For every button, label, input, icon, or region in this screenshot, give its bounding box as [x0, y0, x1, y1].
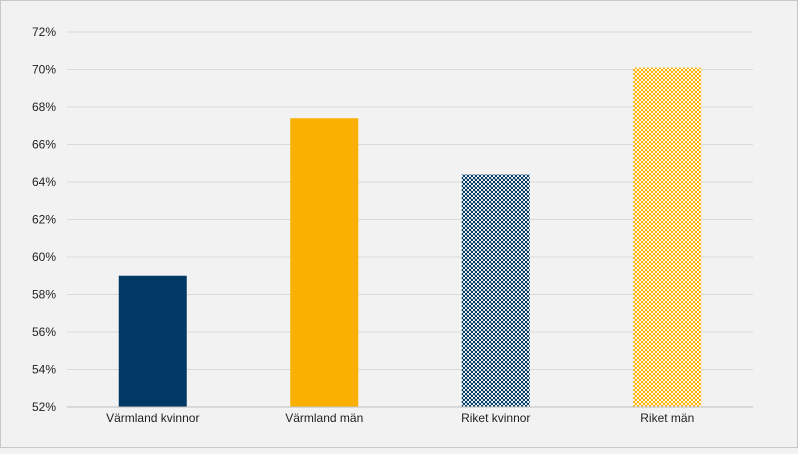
x-tick-label: Värmland män [285, 411, 363, 425]
y-tick-label: 70% [32, 63, 56, 77]
x-tick-label: Värmland kvinnor [106, 411, 199, 425]
bar-0 [118, 275, 187, 407]
y-axis: 52% 54% 56% 58% 60% 62% 64% 66% 68% 70% 72% [32, 25, 56, 414]
x-axis: Värmland kvinnor Värmland män Riket kvinno… [67, 406, 753, 425]
bars [118, 67, 702, 407]
y-tick-label: 54% [32, 363, 56, 377]
y-tick-label: 60% [32, 250, 56, 264]
bar-1 [290, 118, 359, 407]
x-tick-label: Riket kvinnor [461, 411, 530, 425]
y-tick-label: 58% [32, 288, 56, 302]
bar-3 [633, 67, 702, 407]
y-tick-label: 62% [32, 213, 56, 227]
y-tick-label: 64% [32, 175, 56, 189]
y-tick-label: 52% [32, 400, 56, 414]
x-tick-label: Riket män [640, 411, 694, 425]
y-tick-label: 66% [32, 138, 56, 152]
y-tick-label: 72% [32, 25, 56, 39]
y-tick-label: 56% [32, 325, 56, 339]
y-tick-label: 68% [32, 100, 56, 114]
bar-2 [461, 174, 530, 407]
